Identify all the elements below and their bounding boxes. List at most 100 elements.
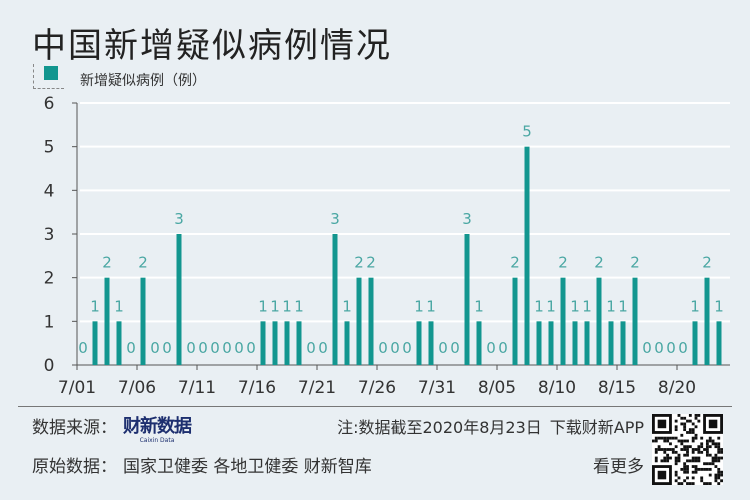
bar (140, 277, 146, 365)
bar (272, 321, 278, 365)
data-label: 0 (678, 339, 688, 357)
data-label: 1 (114, 297, 124, 315)
data-label: 0 (402, 339, 412, 357)
qr-code-icon[interactable] (652, 414, 723, 485)
raw-data-sources: 国家卫健委 各地卫健委 财新智库 (123, 457, 372, 477)
data-label: 1 (546, 297, 556, 315)
data-label: 1 (90, 297, 100, 315)
data-label: 3 (330, 210, 340, 228)
bar (632, 277, 638, 365)
data-label: 1 (282, 297, 292, 315)
chart-title: 中国新增疑似病例情况 (32, 26, 392, 66)
caixin-data-logo-sub: Caixin Data (139, 437, 175, 444)
x-tick-label: 7/21 (298, 378, 336, 398)
source-label: 数据来源： (32, 418, 117, 438)
data-label: 2 (558, 254, 568, 272)
x-tick-label: 8/05 (478, 378, 516, 398)
y-tick-label: 4 (44, 181, 55, 201)
x-tick-label: 8/15 (598, 378, 636, 398)
data-label: 0 (486, 339, 496, 357)
data-label: 1 (714, 297, 724, 315)
data-label: 1 (534, 297, 544, 315)
y-tick-label: 5 (44, 138, 55, 158)
bar (548, 321, 554, 365)
data-label: 2 (354, 254, 364, 272)
bar (620, 321, 626, 365)
data-label: 1 (258, 297, 268, 315)
data-label: 5 (522, 123, 532, 141)
data-label: 0 (378, 339, 388, 357)
x-tick-label: 7/11 (178, 378, 216, 398)
data-label: 0 (150, 339, 160, 357)
y-tick-label: 0 (44, 356, 55, 376)
y-tick-label: 6 (44, 94, 55, 114)
data-label: 0 (222, 339, 232, 357)
caixin-data-logo: 财新数据 Caixin Data (123, 416, 192, 445)
data-label: 3 (174, 210, 184, 228)
bar (560, 277, 566, 365)
bar (584, 321, 590, 365)
data-label: 0 (186, 339, 196, 357)
bar (344, 321, 350, 365)
data-label: 1 (474, 297, 484, 315)
data-label: 0 (306, 339, 316, 357)
data-label: 1 (618, 297, 628, 315)
bar (332, 234, 338, 365)
bar (428, 321, 434, 365)
data-label: 1 (690, 297, 700, 315)
data-label: 1 (582, 297, 592, 315)
data-label: 0 (390, 339, 400, 357)
caixin-data-logo-text: 财新数据 (123, 416, 192, 437)
data-label: 0 (450, 339, 460, 357)
bar (176, 234, 182, 365)
data-label: 2 (702, 254, 712, 272)
bar (416, 321, 422, 365)
data-label: 0 (78, 339, 88, 357)
bar (572, 321, 578, 365)
y-tick-label: 2 (44, 269, 55, 289)
data-label: 0 (498, 339, 508, 357)
bar (716, 321, 722, 365)
data-label: 1 (426, 297, 436, 315)
data-label: 1 (270, 297, 280, 315)
raw-data-label: 原始数据： (32, 457, 117, 477)
data-label: 1 (294, 297, 304, 315)
bar (692, 321, 698, 365)
data-label: 1 (606, 297, 616, 315)
data-label: 1 (570, 297, 580, 315)
data-label: 0 (198, 339, 208, 357)
x-tick-label: 7/06 (118, 378, 156, 398)
data-label: 2 (630, 254, 640, 272)
data-label: 0 (246, 339, 256, 357)
data-label: 0 (642, 339, 652, 357)
bar (524, 146, 530, 365)
data-label: 0 (666, 339, 676, 357)
bar (284, 321, 290, 365)
data-label: 0 (438, 339, 448, 357)
bar (104, 277, 110, 365)
data-label: 2 (594, 254, 604, 272)
y-tick-label: 1 (44, 312, 55, 332)
footer-divider (18, 406, 732, 407)
data-label: 2 (138, 254, 148, 272)
data-label: 0 (654, 339, 664, 357)
data-label: 0 (126, 339, 136, 357)
legend-label: 新增疑似病例（例） (80, 73, 206, 89)
bar (116, 321, 122, 365)
y-tick-label: 3 (44, 225, 55, 245)
x-tick-label: 8/20 (658, 378, 696, 398)
x-tick-label: 7/01 (58, 378, 96, 398)
bar (464, 234, 470, 365)
data-label: 1 (342, 297, 352, 315)
download-app-link[interactable]: 下载财新APP (549, 418, 644, 437)
bar (356, 277, 362, 365)
data-label: 0 (234, 339, 244, 357)
bar (92, 321, 98, 365)
bar (596, 277, 602, 365)
legend-swatch (44, 66, 58, 80)
x-tick-label: 8/10 (538, 378, 576, 398)
data-label: 0 (318, 339, 328, 357)
see-more-link[interactable]: 看更多 (593, 457, 644, 477)
legend-frame (33, 64, 64, 89)
